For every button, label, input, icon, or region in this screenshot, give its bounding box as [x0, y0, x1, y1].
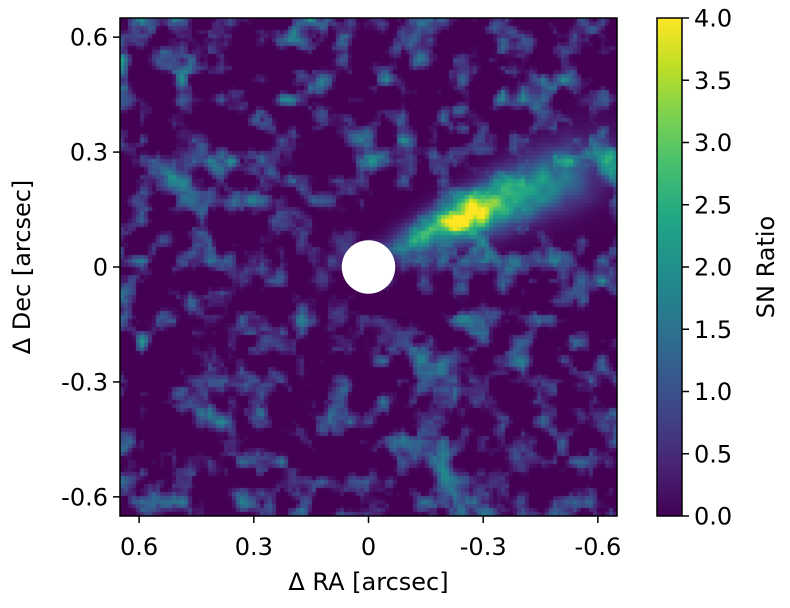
colorbar-tick-label: 1.0: [694, 378, 732, 406]
heatmap-area: [120, 18, 617, 516]
colorbar-tick-label: 3.0: [694, 129, 732, 157]
x-tick-label: 0.3: [235, 533, 273, 561]
colorbar-tick-label: 4.0: [694, 5, 732, 33]
colorbar-tick-label: 0.5: [694, 440, 732, 468]
y-axis-ticks: 0.6 0.3 0 -0.3 -0.6: [61, 24, 120, 511]
x-tick-label: 0: [361, 533, 376, 561]
y-tick-label: -0.6: [61, 483, 108, 511]
colorbar-gradient: [656, 17, 683, 517]
colorbar-ticks: 0.0 0.5 1.0 1.5 2.0 2.5 3.0 3.5 4.0: [682, 5, 732, 531]
y-tick-label: 0.3: [70, 139, 108, 167]
y-tick-label: -0.3: [61, 368, 108, 396]
x-axis-label: Δ RA [arcsec]: [288, 568, 448, 596]
colorbar-tick-label: 2.0: [694, 254, 732, 282]
x-tick-label: -0.3: [460, 533, 507, 561]
colorbar-tick-label: 3.5: [694, 67, 732, 95]
y-axis-label: Δ Dec [arcsec]: [8, 180, 36, 355]
x-tick-label: -0.6: [574, 533, 621, 561]
masked-center-region: [341, 240, 396, 294]
colorbar-tick-label: 2.5: [694, 191, 732, 219]
colorbar-tick-label: 1.5: [694, 316, 732, 344]
y-tick-label: 0.6: [70, 24, 108, 52]
x-axis-ticks: 0.6 0.3 0 -0.3 -0.6: [120, 516, 621, 561]
colorbar-tick-label: 0.0: [694, 503, 732, 531]
colorbar: 0.0 0.5 1.0 1.5 2.0 2.5 3.0 3.5 4.0 SN Ratio: [656, 5, 780, 531]
x-tick-label: 0.6: [120, 533, 158, 561]
colorbar-label: SN Ratio: [752, 216, 780, 318]
y-tick-label: 0: [93, 254, 108, 282]
